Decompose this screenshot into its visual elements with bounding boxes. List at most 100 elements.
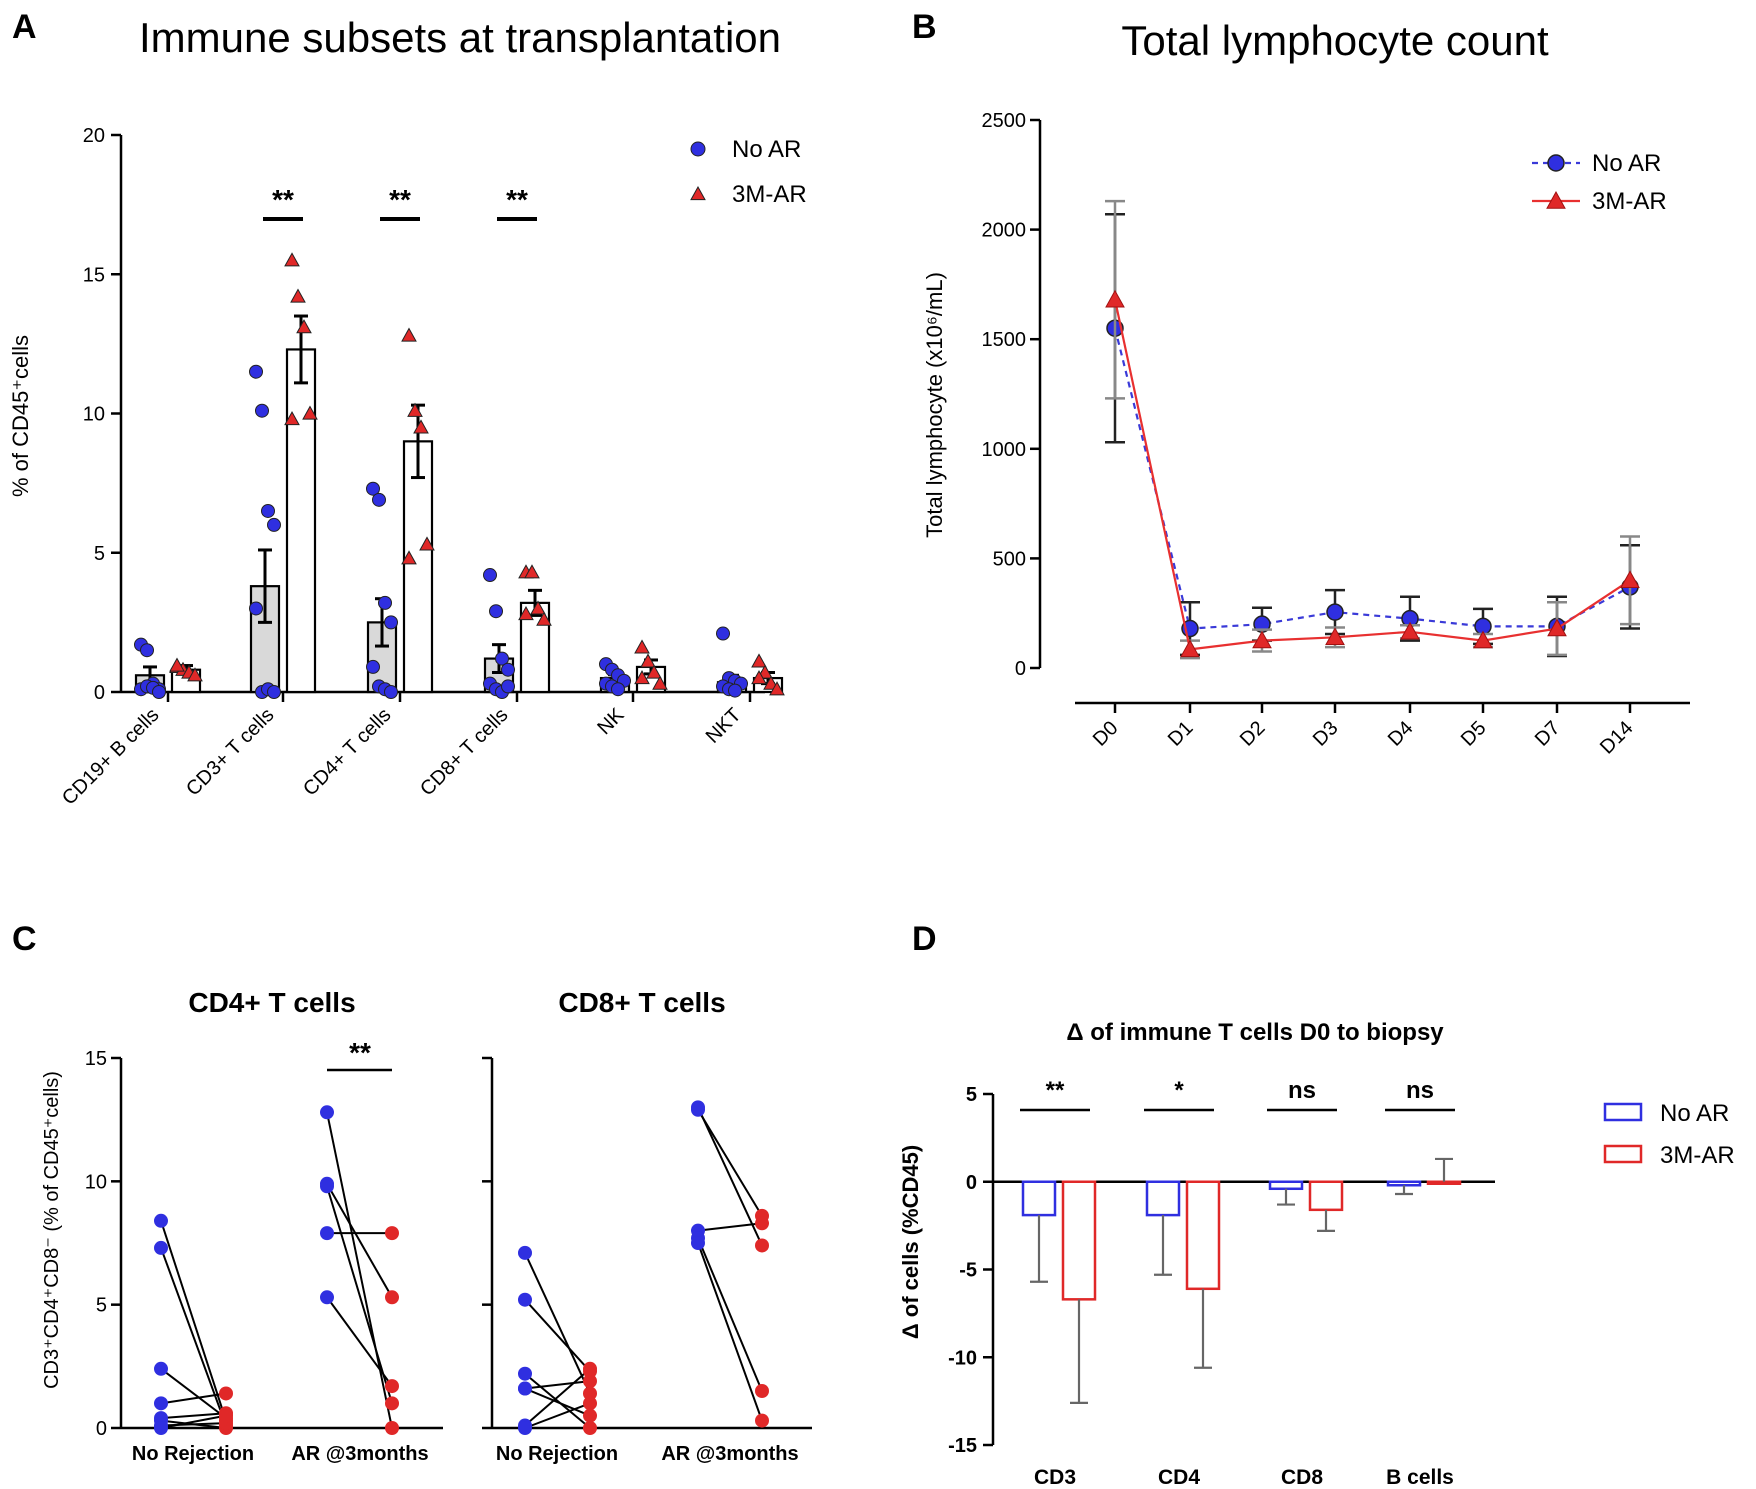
panel-label-c: C bbox=[12, 920, 37, 958]
panel-a-point-no-ar bbox=[249, 601, 263, 616]
panel-b-xtick-label: D7 bbox=[1531, 717, 1565, 751]
panel-a-point-no-ar bbox=[140, 643, 154, 658]
panel-a-legend-ar-marker bbox=[690, 185, 706, 201]
panel-d-legend-ar-swatch bbox=[1603, 1144, 1643, 1164]
panel-c-pair-line bbox=[326, 1112, 393, 1429]
panel-b-point-ar bbox=[1400, 621, 1420, 640]
panel-b-xtick-label: D1 bbox=[1164, 717, 1198, 751]
panel-a-xtick-label: CD3+ T cells bbox=[182, 704, 278, 800]
panel-c-pair-line bbox=[326, 1185, 393, 1404]
panel-a-point-no-ar bbox=[152, 685, 166, 699]
panel-b-point-ar bbox=[1325, 627, 1345, 646]
panel-c-point-before bbox=[518, 1245, 532, 1260]
panel-b-point-ar bbox=[1473, 630, 1493, 649]
panel-a-point-no-ar bbox=[255, 403, 269, 418]
panel-c-ylabel: CD3⁺CD4⁺CD8⁻ (% of CD45⁺cells) bbox=[41, 1071, 63, 1389]
panel-a-point-ar bbox=[634, 639, 650, 654]
panel-b-xtick-label: D0 bbox=[1089, 717, 1123, 751]
panel-a-point-ar bbox=[634, 670, 650, 685]
panel-c-significance-label: ** bbox=[349, 1037, 371, 1068]
panel-c-pair-line bbox=[697, 1106, 763, 1246]
panel-a-ytick-label: 10 bbox=[83, 404, 105, 426]
panel-a-significance-label: ** bbox=[272, 184, 294, 215]
panel-a-point-ar bbox=[530, 600, 546, 615]
panel-d-xtick-label: CD3 bbox=[1034, 1466, 1076, 1489]
panel-b-point-no-ar bbox=[1326, 603, 1344, 621]
panel-d-ytick-label: -15 bbox=[948, 1435, 977, 1457]
panel-a-point-no-ar bbox=[249, 364, 263, 379]
panel-a-legend-no-ar-label: No AR bbox=[732, 136, 801, 163]
panel-d-significance-label: * bbox=[1174, 1077, 1184, 1104]
panel-c-point-before bbox=[320, 1226, 334, 1241]
panel-b-point-ar bbox=[1620, 570, 1640, 589]
panel-c-point-before bbox=[518, 1381, 532, 1396]
panel-d-chart: 5 0 -5 -10 -15 CD3 ** CD4 * CD8 ns B cells ns No AR 3M… bbox=[948, 1077, 1735, 1489]
panel-c-point-before bbox=[320, 1179, 334, 1194]
panel-c-right-title: CD8+ T cells bbox=[558, 987, 725, 1018]
panel-c-point-after bbox=[583, 1386, 597, 1401]
panel-c-xtick-label: No Rejection bbox=[496, 1443, 618, 1465]
panel-a-point-ar bbox=[640, 653, 656, 668]
panel-b-ytick-label: 0 bbox=[1015, 658, 1026, 680]
panel-c-point-after bbox=[755, 1384, 769, 1398]
panel-a-legend-ar-label: 3M-AR bbox=[732, 181, 807, 208]
panel-c-point-before bbox=[154, 1213, 168, 1228]
panel-a-point-ar bbox=[524, 564, 540, 579]
panel-c-point-before bbox=[691, 1102, 705, 1117]
panel-b-xtick-label: D5 bbox=[1457, 717, 1491, 751]
panel-a-point-ar bbox=[413, 419, 429, 434]
panel-c-chart: 0 5 10 15 No Rejection AR @3months No Rejectio… bbox=[85, 1037, 812, 1465]
panel-a-xtick-label: CD4+ T cells bbox=[299, 704, 395, 800]
panel-c-point-before bbox=[154, 1361, 168, 1376]
panel-c-pair-line bbox=[524, 1380, 591, 1390]
panel-a-point-no-ar bbox=[611, 682, 625, 697]
panel-a-point-no-ar bbox=[267, 685, 281, 699]
panel-b-line-no-ar bbox=[1113, 327, 1631, 630]
panel-d-xtick-label: B cells bbox=[1386, 1466, 1454, 1489]
panel-b-legend-ar-label: 3M-AR bbox=[1592, 188, 1667, 215]
panel-c-point-after bbox=[385, 1396, 399, 1411]
panel-b-xtick-label: D14 bbox=[1596, 717, 1638, 759]
panel-d-ytick-label: -10 bbox=[948, 1347, 977, 1369]
panel-c-point-before bbox=[320, 1105, 334, 1120]
panel-a-ytick-label: 20 bbox=[83, 125, 105, 147]
panel-d-bar-ar bbox=[1061, 1180, 1097, 1301]
panel-c-pair-line bbox=[326, 1183, 393, 1298]
panel-label-b: B bbox=[912, 8, 937, 46]
panel-c-point-before bbox=[154, 1240, 168, 1255]
panel-d-ylabel: Δ of cells (%CD45) bbox=[898, 1145, 923, 1339]
panel-a-ytick-label: 5 bbox=[94, 543, 105, 565]
panel-d-bar-ar bbox=[1426, 1180, 1462, 1185]
panel-c-pair-line bbox=[524, 1368, 591, 1427]
panel-a-point-ar bbox=[187, 667, 203, 682]
panel-c-pair-line bbox=[160, 1368, 227, 1419]
panel-c-point-after bbox=[219, 1408, 233, 1423]
panel-b-point-ar bbox=[1105, 289, 1125, 308]
panel-a-point-ar bbox=[407, 402, 423, 417]
panel-a-point-no-ar bbox=[495, 651, 509, 666]
panel-c-point-before bbox=[518, 1292, 532, 1307]
panel-b-xtick-label: D2 bbox=[1236, 717, 1270, 751]
panel-c-point-after bbox=[219, 1386, 233, 1401]
panel-c-pair-line bbox=[326, 1296, 393, 1387]
panel-a-point-no-ar bbox=[501, 679, 515, 694]
panel-a-point-ar bbox=[518, 605, 534, 621]
panel-c-point-before bbox=[320, 1290, 334, 1305]
panel-a-point-no-ar bbox=[716, 626, 730, 641]
panel-b-chart: 0 500 1000 1500 2000 2500 D0 D1 D2 D3 D4 D5 D7 D14 No … bbox=[982, 110, 1690, 759]
panel-c-pair-line bbox=[524, 1252, 591, 1394]
panel-c-pair-line bbox=[697, 1237, 763, 1392]
panel-a-ytick-label: 0 bbox=[94, 682, 105, 704]
panel-c-point-before bbox=[154, 1421, 168, 1435]
panel-a-point-no-ar bbox=[378, 595, 392, 610]
panel-c-point-after bbox=[755, 1216, 769, 1231]
panel-d-xtick-label: CD8 bbox=[1281, 1466, 1323, 1489]
panel-a-point-ar bbox=[169, 657, 185, 672]
panel-d-ytick-label: -5 bbox=[959, 1260, 977, 1282]
panel-a-xtick-label: CD19+ B cells bbox=[58, 704, 164, 810]
panel-d-bar-ar bbox=[1185, 1180, 1221, 1291]
panel-d-significance-label: ** bbox=[1046, 1077, 1065, 1104]
panel-d-legend-no-ar-label: No AR bbox=[1660, 1100, 1729, 1127]
panel-d-ytick-label: 0 bbox=[966, 1172, 977, 1194]
